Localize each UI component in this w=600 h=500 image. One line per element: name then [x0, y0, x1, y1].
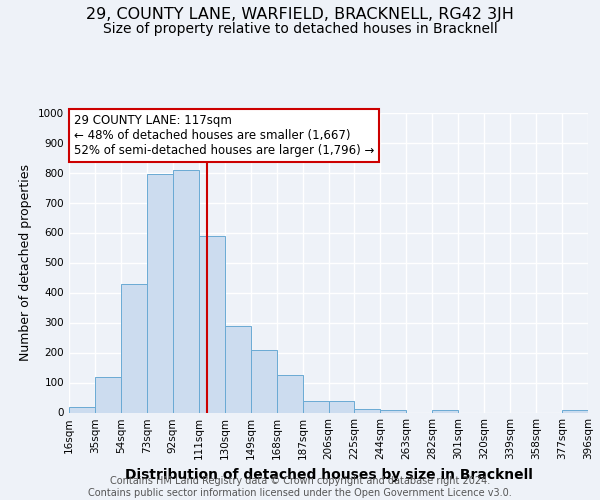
- Bar: [355, 409, 380, 412]
- Bar: [199, 236, 224, 412]
- Bar: [251, 350, 277, 412]
- Y-axis label: Number of detached properties: Number of detached properties: [19, 164, 32, 361]
- Bar: [562, 410, 588, 412]
- Bar: [147, 174, 173, 412]
- Bar: [121, 284, 147, 412]
- Bar: [69, 407, 95, 412]
- Bar: [329, 400, 355, 412]
- Bar: [95, 376, 121, 412]
- Bar: [380, 410, 406, 412]
- Text: Contains HM Land Registry data © Crown copyright and database right 2024.
Contai: Contains HM Land Registry data © Crown c…: [88, 476, 512, 498]
- Text: 29, COUNTY LANE, WARFIELD, BRACKNELL, RG42 3JH: 29, COUNTY LANE, WARFIELD, BRACKNELL, RG…: [86, 8, 514, 22]
- Bar: [432, 410, 458, 412]
- Text: 29 COUNTY LANE: 117sqm
← 48% of detached houses are smaller (1,667)
52% of semi-: 29 COUNTY LANE: 117sqm ← 48% of detached…: [74, 114, 374, 157]
- Text: Size of property relative to detached houses in Bracknell: Size of property relative to detached ho…: [103, 22, 497, 36]
- Bar: [224, 326, 251, 412]
- Bar: [302, 400, 329, 412]
- X-axis label: Distribution of detached houses by size in Bracknell: Distribution of detached houses by size …: [125, 468, 532, 482]
- Bar: [173, 170, 199, 412]
- Bar: [277, 375, 302, 412]
